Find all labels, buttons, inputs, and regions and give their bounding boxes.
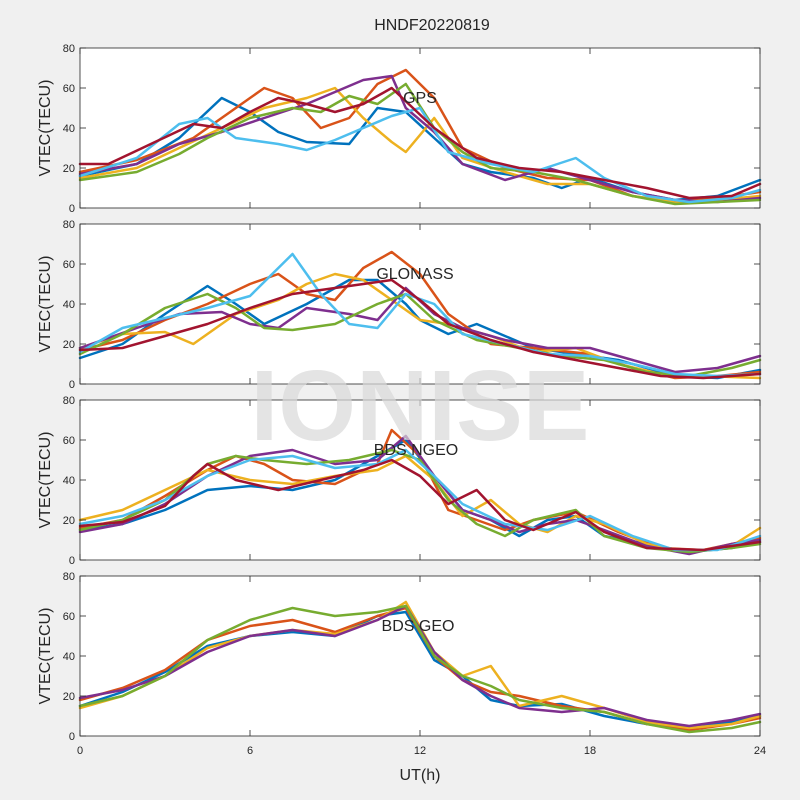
y-tick-label: 40 bbox=[63, 475, 75, 487]
x-tick-label: 12 bbox=[414, 745, 426, 757]
plot-area bbox=[80, 224, 760, 384]
series-line bbox=[78, 86, 762, 200]
y-tick-label: 20 bbox=[63, 163, 75, 175]
panel-label: BDS GEO bbox=[382, 618, 455, 635]
series-line bbox=[78, 252, 762, 378]
y-axis-label: VTEC(TECU) bbox=[37, 608, 54, 705]
chart-title: HNDF20220819 bbox=[374, 17, 490, 34]
series-line bbox=[78, 106, 762, 204]
x-tick-label: 0 bbox=[77, 745, 83, 757]
y-tick-label: 80 bbox=[63, 219, 75, 231]
series-line bbox=[78, 448, 762, 552]
panel-bds-geo: 0 20 40 60 80 0 6 12 18 24 VTEC(TECU) BDS GEO bbox=[37, 571, 766, 757]
y-axis-label: VTEC(TECU) bbox=[37, 256, 54, 353]
series-line bbox=[78, 278, 762, 380]
y-tick-label: 40 bbox=[63, 651, 75, 663]
y-tick-label: 20 bbox=[63, 691, 75, 703]
y-axis-label: VTEC(TECU) bbox=[37, 80, 54, 177]
panel-label: GLONASS bbox=[376, 266, 453, 283]
y-tick-label: 0 bbox=[69, 731, 75, 743]
watermark-text: IONISE bbox=[251, 350, 590, 462]
y-tick-label: 40 bbox=[63, 299, 75, 311]
x-tick-label: 6 bbox=[247, 745, 253, 757]
y-tick-label: 0 bbox=[69, 379, 75, 391]
panel-glonass: 0 20 40 60 80 VTEC(TECU) GLONASS bbox=[37, 219, 762, 391]
panel-label: BDS NGEO bbox=[374, 442, 458, 459]
y-tick-label: 60 bbox=[63, 435, 75, 447]
y-tick-label: 60 bbox=[63, 611, 75, 623]
x-axis-label: UT(h) bbox=[400, 767, 441, 784]
y-tick-label: 40 bbox=[63, 123, 75, 135]
y-tick-label: 20 bbox=[63, 515, 75, 527]
panel-bds-ngeo: 0 20 40 60 80 VTEC(TECU) BDS NGEO bbox=[37, 395, 762, 567]
y-tick-label: 0 bbox=[69, 203, 75, 215]
series-line bbox=[78, 604, 762, 728]
y-tick-label: 60 bbox=[63, 259, 75, 271]
plot-area bbox=[80, 48, 760, 208]
plot-area bbox=[80, 576, 760, 736]
series-line bbox=[78, 604, 762, 734]
x-tick-label: 18 bbox=[584, 745, 596, 757]
y-tick-label: 80 bbox=[63, 571, 75, 583]
y-tick-label: 20 bbox=[63, 339, 75, 351]
panel-label: GPS bbox=[403, 90, 437, 107]
series-line bbox=[78, 286, 762, 374]
series-line bbox=[78, 458, 762, 552]
series-line bbox=[78, 82, 762, 206]
y-tick-label: 60 bbox=[63, 83, 75, 95]
x-tick-label: 24 bbox=[754, 745, 766, 757]
y-tick-label: 80 bbox=[63, 395, 75, 407]
y-tick-label: 0 bbox=[69, 555, 75, 567]
panel-gps: 0 20 40 60 80 VTEC(TECU) GPS bbox=[37, 43, 762, 215]
y-tick-label: 80 bbox=[63, 43, 75, 55]
y-axis-label: VTEC(TECU) bbox=[37, 432, 54, 529]
